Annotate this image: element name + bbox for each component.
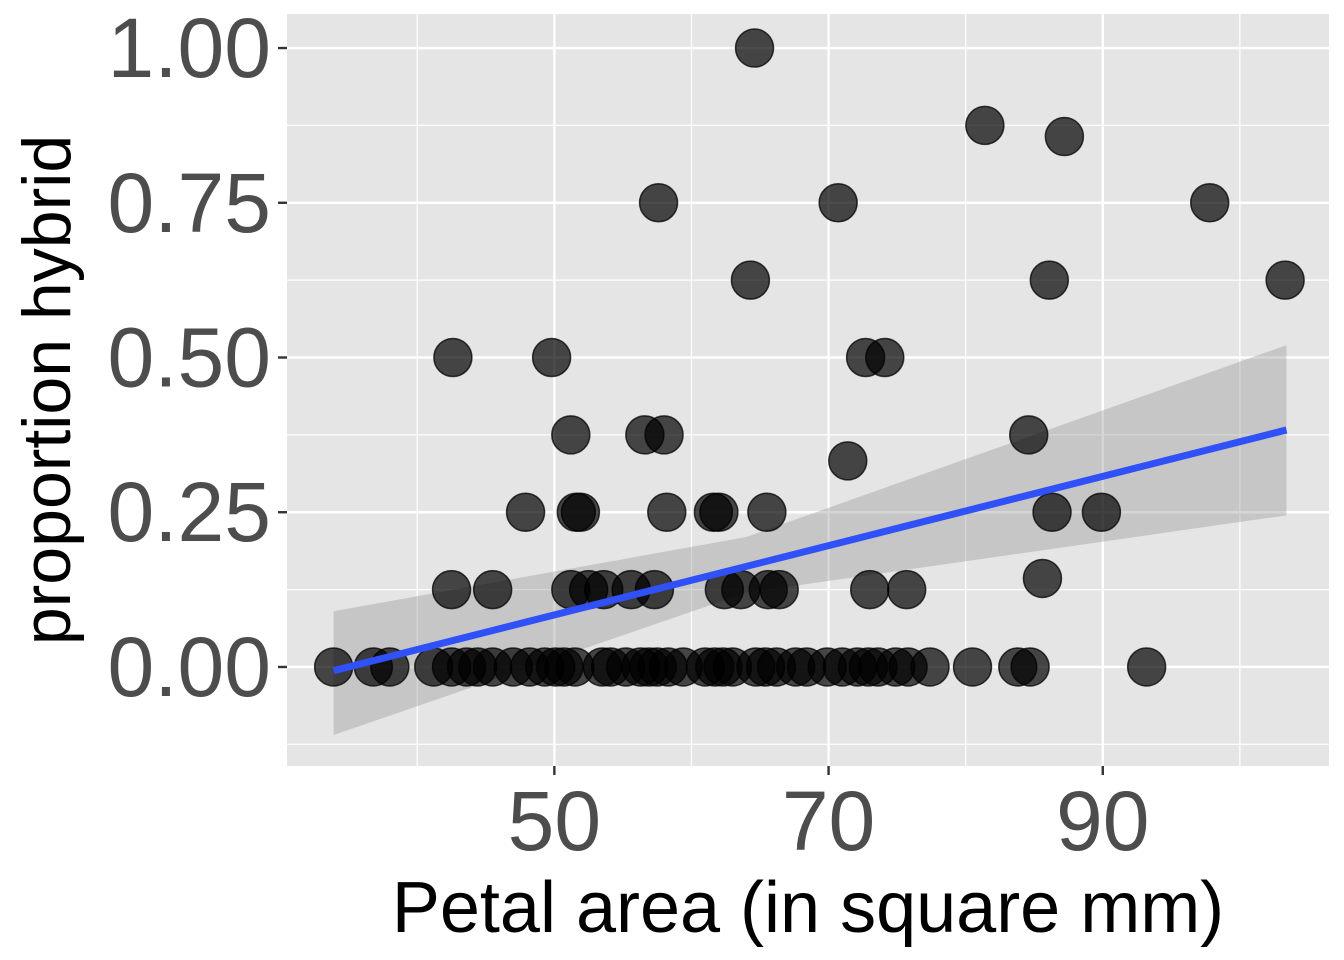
data-point xyxy=(431,569,472,610)
data-point xyxy=(849,569,890,610)
x-axis: 50 70 90 xyxy=(508,766,1149,868)
data-point xyxy=(828,441,868,481)
data-point xyxy=(1010,647,1050,687)
data-point xyxy=(865,337,905,378)
y-tick-label: 0.25 xyxy=(108,465,272,559)
data-point xyxy=(505,492,546,532)
data-point xyxy=(1081,492,1122,532)
data-point xyxy=(1265,260,1305,300)
x-tick-label: 50 xyxy=(508,774,601,868)
regression-line xyxy=(332,426,1288,675)
data-point xyxy=(730,260,771,300)
data-point xyxy=(699,492,739,532)
data-point xyxy=(560,492,601,532)
data-point xyxy=(747,492,787,532)
data-point xyxy=(734,28,775,68)
data-point xyxy=(638,183,679,223)
data-points xyxy=(313,28,1305,687)
confidence-ribbon xyxy=(333,345,1287,736)
x-axis-title: Petal area (in square mm) xyxy=(392,868,1224,948)
data-point xyxy=(644,415,684,455)
data-point xyxy=(759,569,799,610)
data-point xyxy=(1008,415,1049,455)
data-point xyxy=(551,415,591,455)
minor-gridlines xyxy=(287,14,1329,766)
data-point xyxy=(433,337,473,378)
data-point xyxy=(910,647,950,687)
y-axis-title: proportion hybrid xyxy=(9,135,85,645)
data-point xyxy=(886,569,927,610)
data-point xyxy=(952,647,993,687)
data-point xyxy=(965,105,1005,146)
y-axis: 0.00 0.25 0.50 0.75 1.00 xyxy=(108,1,287,714)
data-point xyxy=(1022,558,1063,599)
data-point xyxy=(1032,492,1072,532)
data-point xyxy=(531,337,572,378)
data-point xyxy=(647,492,687,532)
x-tick-label: 70 xyxy=(782,774,875,868)
major-gridlines xyxy=(287,14,1329,766)
y-tick-label: 1.00 xyxy=(108,1,272,95)
data-point xyxy=(1126,647,1167,687)
data-point xyxy=(472,569,513,610)
y-tick-label: 0.75 xyxy=(108,156,272,250)
y-tick-label: 0.50 xyxy=(108,311,272,405)
x-tick-label: 90 xyxy=(1056,774,1149,868)
data-point xyxy=(1044,116,1085,157)
y-tick-label: 0.00 xyxy=(108,620,272,714)
data-point xyxy=(818,183,858,223)
data-point xyxy=(1029,260,1070,300)
data-point xyxy=(1189,183,1230,223)
